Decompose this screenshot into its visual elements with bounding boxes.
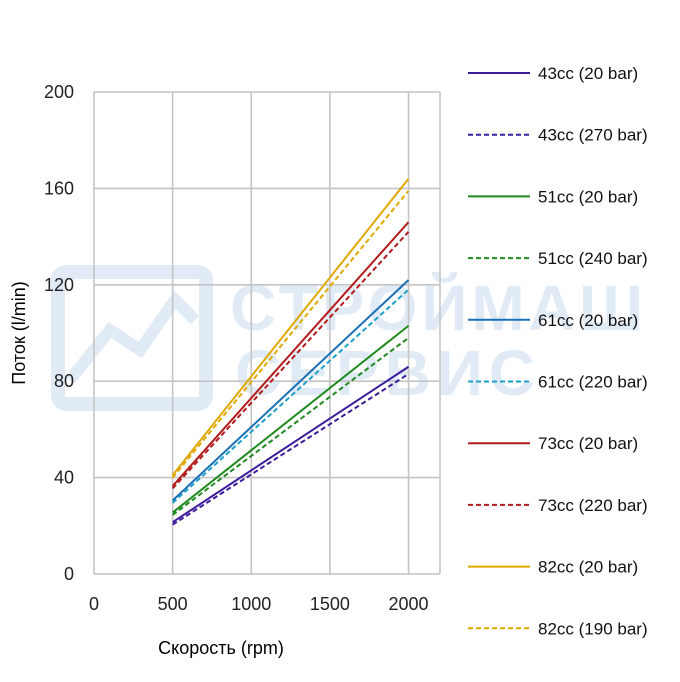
watermark-text-line2: СЕРВИС (235, 337, 541, 409)
series-line-3 (172, 337, 410, 516)
y-tick-label: 40 (54, 468, 74, 488)
legend-item: 73cc (220 bar) (468, 496, 648, 515)
x-tick-label: 500 (158, 594, 188, 614)
series-line-2 (172, 324, 410, 514)
legend-item: 43cc (270 bar) (468, 126, 648, 145)
legend-item: 51cc (240 bar) (468, 249, 648, 268)
watermark-logo-mark (65, 290, 200, 384)
grid (93, 91, 441, 575)
legend-item: 51cc (20 bar) (468, 187, 638, 206)
series-line-6 (171, 221, 410, 487)
legend-item: 61cc (20 bar) (468, 311, 638, 330)
series-line-1 (172, 373, 410, 526)
legend-label: 43cc (20 bar) (538, 64, 638, 83)
legend-item: 73cc (20 bar) (468, 434, 638, 453)
y-axis-title: Поток (l/min) (9, 281, 29, 384)
legend-label: 61cc (220 bar) (538, 373, 648, 392)
y-tick-label: 80 (54, 371, 74, 391)
y-tick-label: 200 (44, 82, 74, 102)
legend-label: 51cc (240 bar) (538, 249, 648, 268)
legend-item: 82cc (190 bar) (468, 619, 648, 638)
series-line-7 (171, 231, 410, 490)
y-tick-label: 0 (64, 564, 74, 584)
legend-label: 51cc (20 bar) (538, 187, 638, 206)
legend-label: 82cc (20 bar) (538, 558, 638, 577)
legend-item: 61cc (220 bar) (468, 373, 648, 392)
x-tick-label: 1000 (231, 594, 271, 614)
legend: 43cc (20 bar) 43cc (270 bar) 51cc (20 bar)… (468, 64, 648, 638)
series-line-0 (172, 365, 410, 524)
legend-label: 73cc (220 bar) (538, 496, 648, 515)
x-tick-label: 2000 (389, 594, 429, 614)
x-tick-label: 0 (89, 594, 99, 614)
legend-label: 73cc (20 bar) (538, 434, 638, 453)
series-line-5 (171, 288, 410, 504)
legend-label: 82cc (190 bar) (538, 619, 648, 638)
x-axis-title: Скорость (rpm) (158, 638, 284, 658)
series-line-8 (171, 178, 410, 476)
y-tick-label: 120 (44, 275, 74, 295)
legend-item: 82cc (20 bar) (468, 558, 638, 577)
watermark-logo-frame (51, 265, 213, 411)
legend-label: 43cc (270 bar) (538, 126, 648, 145)
series-line-9 (171, 190, 410, 479)
series-line-4 (171, 279, 410, 502)
x-tick-label: 1500 (310, 594, 350, 614)
legend-item: 43cc (20 bar) (468, 64, 638, 83)
watermark-text-line1: СТРОЙМАШ (230, 271, 647, 344)
y-tick-label: 160 (44, 178, 74, 198)
legend-label: 61cc (20 bar) (538, 311, 638, 330)
series-lines (171, 178, 410, 526)
